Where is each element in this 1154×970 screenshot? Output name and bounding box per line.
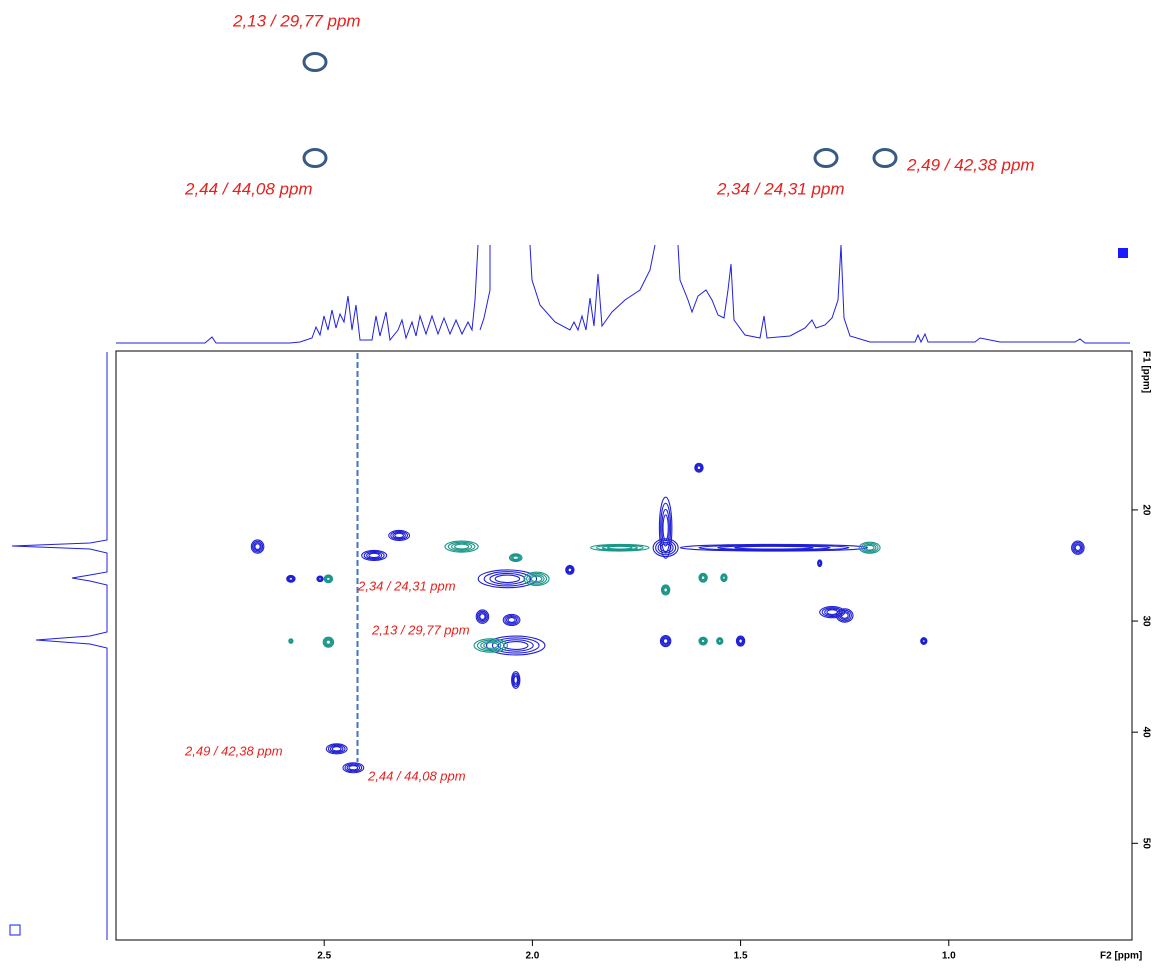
- peak: [316, 575, 324, 583]
- peak: [652, 538, 679, 558]
- peak: [735, 635, 746, 647]
- peak: [502, 613, 521, 627]
- x-tick-label: 1.5: [734, 951, 748, 962]
- peak: [817, 559, 823, 568]
- peak: [698, 572, 708, 583]
- top-label: 2,13 / 29,77 ppm: [232, 11, 361, 30]
- peak: [660, 584, 671, 596]
- peak-annotation: 2,34 / 24,31 ppm: [357, 578, 456, 593]
- peak: [342, 762, 365, 774]
- peak: [679, 543, 869, 552]
- marker-circle: [302, 148, 328, 168]
- peak: [388, 529, 411, 542]
- projection-f2: [116, 244, 1130, 344]
- peak: [322, 636, 335, 648]
- peak-annotation: 2,44 / 44,08 ppm: [367, 768, 466, 783]
- y-tick-label: 30: [1140, 615, 1151, 627]
- peak: [444, 540, 479, 553]
- peak: [286, 574, 296, 583]
- indicator: [1118, 248, 1128, 258]
- marker-circle: [872, 148, 898, 168]
- peak: [694, 462, 704, 473]
- peak: [473, 638, 508, 653]
- peak: [658, 496, 673, 559]
- projection-f1: [11, 352, 108, 940]
- peak: [835, 608, 854, 623]
- marker-circle: [813, 148, 839, 168]
- peak: [698, 636, 708, 646]
- plot-frame: [115, 350, 1133, 941]
- peak: [288, 638, 294, 644]
- peak: [508, 553, 523, 563]
- y-tick-label: 50: [1140, 838, 1151, 850]
- peak: [325, 743, 348, 755]
- peak: [511, 671, 521, 689]
- peak: [323, 574, 334, 584]
- peak: [720, 573, 728, 583]
- y-tick-label: 20: [1140, 504, 1151, 516]
- indicator: [9, 924, 21, 936]
- peak: [716, 637, 724, 645]
- peak: [659, 634, 672, 648]
- peak: [523, 571, 550, 587]
- peak: [858, 541, 881, 554]
- peak: [590, 543, 650, 552]
- x-tick-label: 2.5: [317, 951, 331, 962]
- top-label: 2,49 / 42,38 ppm: [906, 155, 1035, 174]
- peak: [477, 569, 538, 589]
- marker-circle: [302, 52, 328, 72]
- x-tick-label: 2.0: [525, 951, 539, 962]
- top-label: 2,34 / 24,31 ppm: [716, 179, 845, 198]
- peak: [1071, 540, 1085, 555]
- peak: [565, 564, 575, 575]
- y-tick-label: 40: [1140, 727, 1151, 739]
- peak: [475, 609, 490, 624]
- top-label: 2,44 / 44,08 ppm: [184, 179, 313, 198]
- peak: [361, 549, 388, 562]
- y-axis-label: F1 [ppm]: [1140, 351, 1151, 393]
- x-tick-label: 1.0: [942, 951, 956, 962]
- peak: [250, 539, 265, 554]
- x-axis-label: F2 [ppm]: [1100, 951, 1142, 962]
- peak-annotation: 2,13 / 29,77 ppm: [371, 622, 470, 637]
- peak-annotation: 2,49 / 42,38 ppm: [184, 743, 283, 758]
- peak: [920, 637, 928, 645]
